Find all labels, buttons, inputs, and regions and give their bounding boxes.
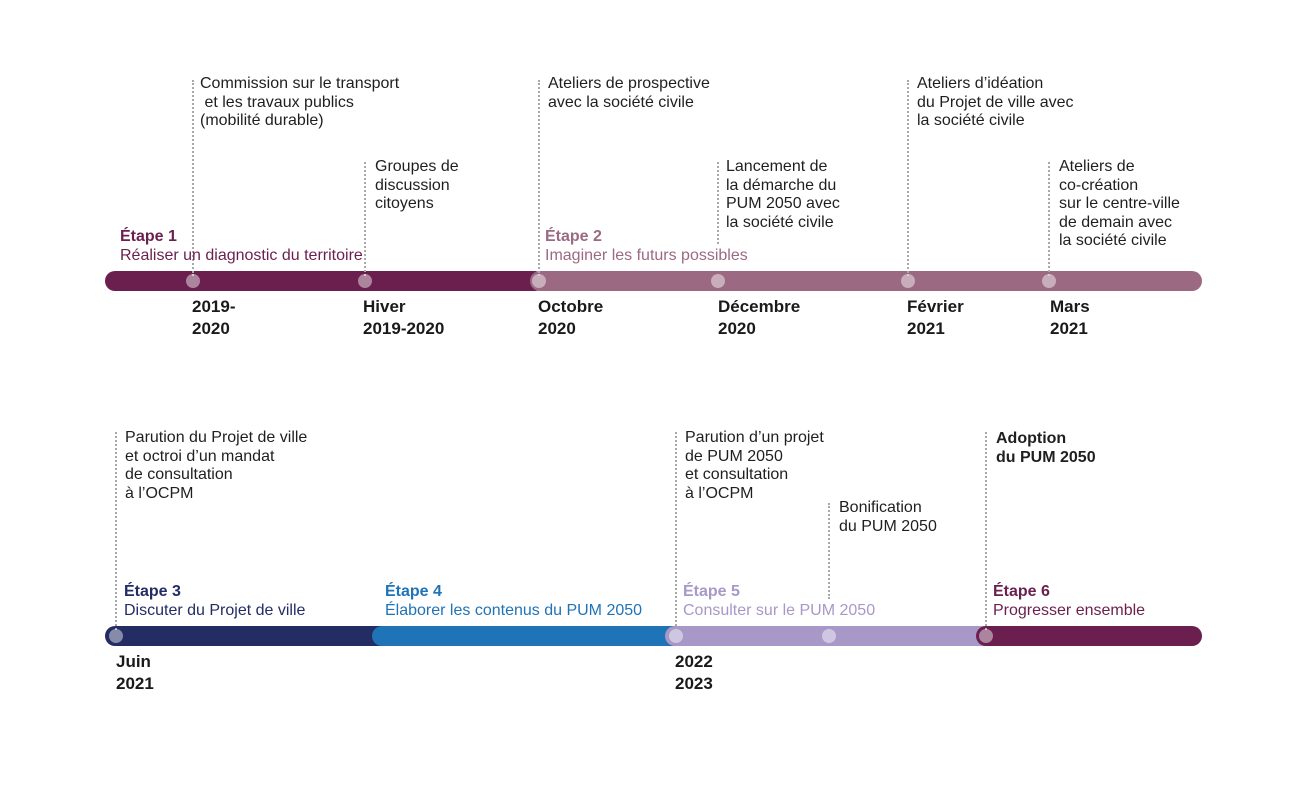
event-connector [828, 503, 830, 599]
stage-title: Discuter du Projet de ville [124, 602, 306, 619]
timeline-dot [822, 629, 836, 643]
event-connector [675, 432, 677, 630]
timeline-dot [711, 274, 725, 288]
event-date: Décembre 2020 [718, 297, 801, 338]
timeline-dot [979, 629, 993, 643]
timeline-dot [1042, 274, 1056, 288]
timeline-dot [109, 629, 123, 643]
stage-number: Étape 6 [993, 583, 1050, 600]
stage-number: Étape 5 [683, 583, 740, 600]
stage-6-label: Étape 6 Progresser ensemble [993, 582, 1145, 620]
event-date: Octobre 2020 [538, 297, 604, 338]
event-connector [364, 162, 366, 276]
stage-title: Imaginer les futurs possibles [545, 247, 748, 264]
event-text: Commission sur le transport et les trava… [200, 75, 400, 129]
event-connector [985, 432, 987, 630]
stage-1-bar [105, 271, 545, 291]
event-text: Ateliers d’idéation du Projet de ville a… [917, 75, 1074, 129]
event-connector [115, 432, 117, 630]
stage-3-bar [105, 626, 390, 646]
stage-number: Étape 2 [545, 228, 602, 245]
stage-4-bar [372, 626, 685, 646]
stage-number: Étape 3 [124, 583, 181, 600]
stage-title: Élaborer les contenus du PUM 2050 [385, 602, 643, 619]
stage-5-bar [665, 626, 995, 646]
stage-title: Consulter sur le PUM 2050 [683, 602, 876, 619]
event-text: Bonification du PUM 2050 [839, 499, 937, 535]
timeline-dot [669, 629, 683, 643]
stage-title: Progresser ensemble [993, 602, 1146, 619]
stage-2-bar [530, 271, 1202, 291]
event-date: 2022 2023 [675, 652, 713, 693]
event-text: Ateliers de prospective avec la société … [548, 75, 710, 111]
timeline-dot [186, 274, 200, 288]
event-text: Ateliers de co-création sur le centre-vi… [1059, 158, 1180, 249]
event-connector [1048, 162, 1050, 276]
stage-2-label: Étape 2 Imaginer les futurs possibles [545, 227, 748, 265]
stage-number: Étape 4 [385, 583, 442, 600]
stage-title: Réaliser un diagnostic du territoire [120, 247, 363, 264]
stage-number: Étape 1 [120, 228, 177, 245]
timeline-dot [901, 274, 915, 288]
event-connector [192, 80, 194, 276]
stage-3-label: Étape 3 Discuter du Projet de ville [124, 582, 305, 620]
event-connector [538, 80, 540, 276]
stage-5-label: Étape 5 Consulter sur le PUM 2050 [683, 582, 875, 620]
event-text: Parution du Projet de ville et octroi d’… [125, 429, 308, 502]
event-connector [717, 162, 719, 244]
stage-1-label: Étape 1 Réaliser un diagnostic du territ… [120, 227, 363, 265]
timeline-dot [358, 274, 372, 288]
event-text: Adoption du PUM 2050 [996, 430, 1096, 466]
event-date: 2019- 2020 [192, 297, 236, 338]
stage-4-label: Étape 4 Élaborer les contenus du PUM 205… [385, 582, 642, 620]
event-date: Hiver 2019-2020 [363, 297, 445, 338]
event-date: Février 2021 [907, 297, 964, 338]
event-date: Juin 2021 [116, 652, 154, 693]
event-text: Lancement de la démarche du PUM 2050 ave… [726, 158, 840, 231]
stage-6-bar [976, 626, 1202, 646]
event-date: Mars 2021 [1050, 297, 1090, 338]
timeline-dot [532, 274, 546, 288]
event-text: Parution d’un projet de PUM 2050 et cons… [685, 429, 824, 502]
event-text: Groupes de discussion citoyens [375, 158, 459, 212]
event-connector [907, 80, 909, 276]
